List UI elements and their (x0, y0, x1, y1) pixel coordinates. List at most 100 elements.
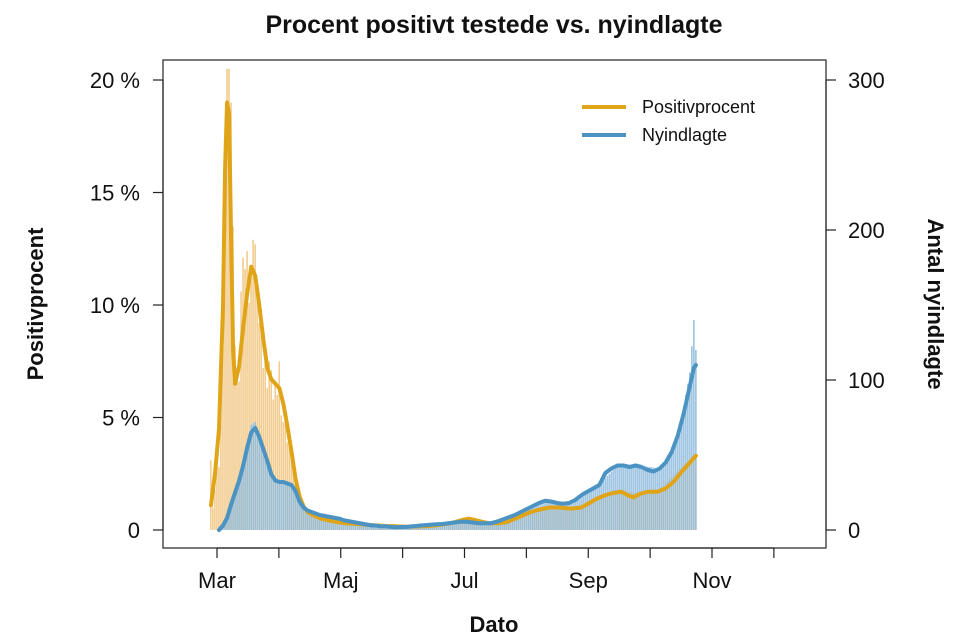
admissions-bar (240, 470, 242, 530)
admissions-bar (678, 428, 681, 530)
positive-bar (216, 449, 218, 530)
admissions-bar (614, 467, 617, 530)
admissions-bar (469, 522, 472, 530)
positive-bar (248, 302, 250, 530)
positive-bar (212, 507, 214, 530)
admissions-bar (558, 503, 560, 530)
positive-bar (264, 350, 266, 530)
admissions-bar (479, 522, 482, 530)
admissions-bar (322, 515, 325, 530)
positive-bar (240, 291, 242, 530)
admissions-bar (306, 510, 309, 530)
admissions-bar (668, 452, 671, 530)
admissions-bar (552, 503, 554, 530)
admissions-bar (360, 523, 363, 530)
y-left-tick-label: 0 (128, 518, 140, 543)
admissions-bar (620, 464, 623, 530)
admissions-bar (608, 473, 611, 530)
admissions-bar (481, 522, 484, 530)
admissions-bar (489, 521, 492, 530)
admissions-bar (330, 517, 333, 530)
admissions-bar (692, 320, 695, 530)
admissions-bar (332, 517, 335, 530)
admissions-bar (298, 500, 301, 530)
admissions-bar (676, 432, 679, 530)
admissions-bar (483, 522, 486, 530)
admissions-bar (242, 462, 244, 530)
admissions-bar (314, 514, 317, 530)
admissions-bar (654, 467, 657, 530)
admissions-bar (513, 515, 516, 530)
admissions-bar (473, 522, 476, 530)
admissions-bar (560, 502, 562, 530)
positive-bar (282, 422, 285, 530)
x-tick-label: Nov (692, 568, 731, 593)
admissions-bar (280, 482, 283, 530)
x-tick-label: Jul (450, 568, 478, 593)
admissions-bar (509, 516, 512, 530)
positive-bar (258, 323, 260, 530)
positive-bar (228, 68, 230, 530)
admissions-bar (519, 512, 522, 530)
admissions-bar (252, 423, 255, 530)
legend: Positivprocent Nyindlagte (582, 97, 755, 145)
admissions-bar (302, 507, 305, 530)
admissions-bar (324, 516, 327, 530)
y-right-tick-label: 200 (848, 218, 885, 243)
admissions-bar (576, 500, 578, 530)
admissions-bar (540, 503, 542, 530)
admissions-bar (546, 503, 548, 530)
positive-bar (218, 467, 220, 530)
admissions-bar (449, 523, 452, 530)
positive-bar (256, 296, 258, 530)
admissions-bar (578, 500, 580, 530)
admissions-bar (648, 467, 651, 530)
admissions-bar (232, 494, 234, 530)
positive-bar (260, 309, 262, 530)
admissions-bar (310, 512, 313, 530)
positive-bar (252, 239, 254, 530)
positive-bar (270, 370, 273, 530)
admissions-bar (477, 522, 480, 530)
admissions-bar (453, 522, 456, 530)
admissions-bar (443, 523, 446, 530)
admissions-bar (588, 491, 591, 530)
admissions-bar (662, 461, 665, 530)
positive-bar (246, 251, 248, 530)
admissions-bar (596, 485, 599, 530)
admissions-bar (515, 514, 518, 530)
admissions-bar (536, 504, 538, 530)
admissions-bar (248, 434, 250, 530)
admissions-bar (684, 395, 687, 530)
admissions-bar (574, 500, 576, 530)
admissions-bar (326, 516, 329, 530)
admissions-bar (690, 346, 693, 530)
admissions-bar (471, 522, 474, 530)
admissions-bar (485, 521, 488, 530)
admissions-bar (686, 383, 689, 530)
admissions-bar (542, 503, 544, 530)
admissions-bar (439, 523, 442, 530)
x-axis-title: Dato (470, 612, 519, 636)
y-left-axis: 0 5 % 10 % 15 % 20 % (90, 68, 164, 543)
admissions-bar (640, 465, 643, 530)
admissions-bar (612, 469, 615, 530)
legend-label-positive: Positivprocent (642, 97, 755, 117)
admissions-bar (461, 522, 464, 530)
admissions-bar (487, 521, 490, 530)
positive-bar (280, 415, 283, 530)
admissions-bar (554, 503, 556, 530)
positive-bar (242, 257, 244, 530)
admissions-bar (350, 521, 353, 530)
positive-bar (250, 278, 252, 530)
admissions-bar (304, 509, 307, 530)
admissions-bar (548, 503, 550, 530)
admissions-bar (352, 521, 355, 530)
admissions-bar (238, 477, 240, 530)
y-right-axis: 0 100 200 300 (825, 68, 885, 543)
y-right-tick-label: 100 (848, 368, 885, 393)
positive-bar (234, 345, 236, 530)
admissions-bar (244, 452, 246, 530)
admissions-bar (672, 442, 675, 530)
positive-bar (222, 347, 224, 530)
